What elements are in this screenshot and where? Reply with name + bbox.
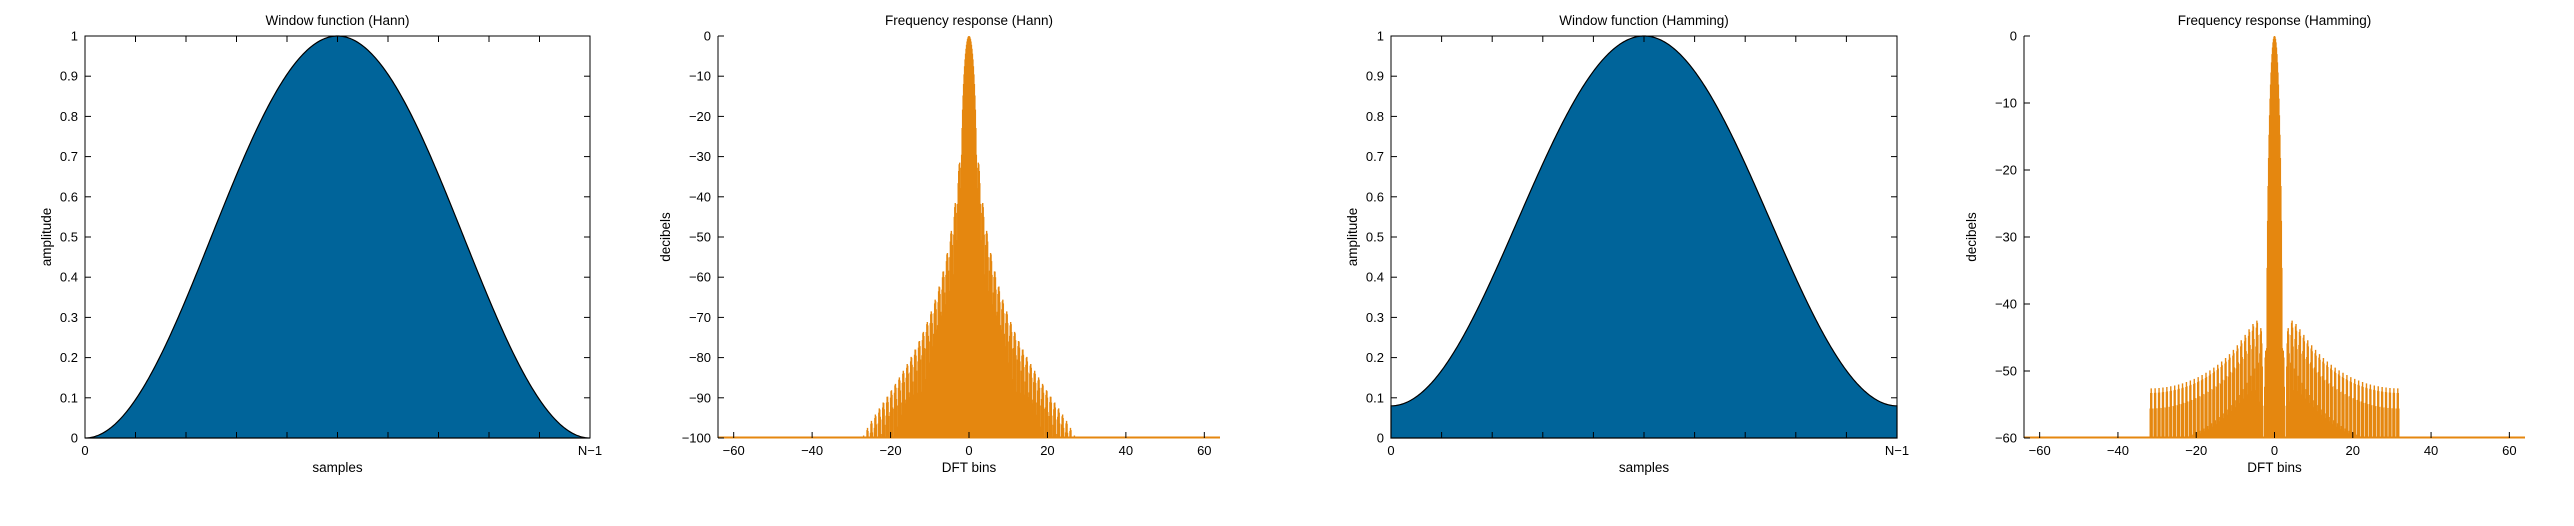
y-tick-label: −10 — [689, 69, 711, 84]
x-tick-label: N−1 — [578, 443, 602, 458]
x-tick-label: 60 — [2502, 443, 2516, 458]
y-tick-label: −30 — [1995, 230, 2017, 245]
y-tick-label: 0.3 — [1366, 310, 1384, 325]
y-tick-label: 1 — [71, 29, 78, 44]
y-tick-label: −90 — [689, 390, 711, 405]
y-tick-label: −20 — [689, 109, 711, 124]
x-axis-label: DFT bins — [2247, 460, 2302, 475]
chart-hamming-frequency-response: 0 −10 −20 −30 −40 −50 −60 −60 −40 −20 0 20 40 60 Frequ… — [1964, 13, 2525, 475]
x-tick-label: 0 — [2271, 443, 2278, 458]
y-tick-label: 0.4 — [60, 270, 78, 285]
y-tick-label: 0.5 — [60, 230, 78, 245]
x-tick-label: 40 — [1119, 443, 1133, 458]
y-tick-label: 0.8 — [60, 109, 78, 124]
y-tick-label: −10 — [1995, 96, 2017, 111]
x-tick-label: 40 — [2424, 443, 2438, 458]
y-tick-label: 0.4 — [1366, 270, 1384, 285]
chart-hamming-window: 0 0.1 0.2 0.3 0.4 0.5 0.6 0.7 0.8 0.9 1 0 N−1 Window … — [1345, 13, 1909, 475]
y-axis-label: amplitude — [39, 208, 54, 267]
y-tick-label: −60 — [1995, 431, 2017, 446]
x-tick-label: −20 — [2185, 443, 2207, 458]
y-tick-label: 0.7 — [60, 149, 78, 164]
x-tick-label: N−1 — [1885, 443, 1909, 458]
y-tick-label: 0.3 — [60, 310, 78, 325]
chart-title: Window function (Hann) — [265, 13, 409, 28]
y-tick-label: −50 — [689, 230, 711, 245]
y-tick-label: −100 — [682, 431, 711, 446]
y-tick-label: 0.6 — [1366, 189, 1384, 204]
x-tick-label: 20 — [1040, 443, 1054, 458]
x-tick-label: −40 — [2107, 443, 2129, 458]
y-tick-label: −20 — [1995, 163, 2017, 178]
y-tick-label: 0.1 — [60, 390, 78, 405]
y-tick-label: 0 — [2010, 29, 2017, 44]
y-tick-label: −80 — [689, 350, 711, 365]
axes-frame — [84, 35, 591, 439]
x-tick-label: 60 — [1197, 443, 1211, 458]
y-tick-label: 0.9 — [60, 69, 78, 84]
y-tick-label: 0.1 — [1366, 390, 1384, 405]
y-tick-label: 0.2 — [60, 350, 78, 365]
x-tick-label: 0 — [965, 443, 972, 458]
axes-frame — [1390, 35, 1898, 439]
y-tick-label: 0.8 — [1366, 109, 1384, 124]
y-axis-label: decibels — [658, 212, 673, 262]
chart-title: Frequency response (Hann) — [885, 13, 1053, 28]
y-axis-label: amplitude — [1345, 208, 1360, 267]
x-tick-label: −60 — [2029, 443, 2051, 458]
response-spikes — [2149, 36, 2400, 438]
chart-hann-frequency-response: 0 −10 −20 −30 −40 −50 −60 −70 −80 −90 −100 −60 −40 −2… — [658, 13, 1220, 475]
chart-hann-window: 0 0.1 0.2 0.3 0.4 0.5 0.6 0.7 0.8 0.9 1 0 N−1 Window … — [39, 13, 602, 475]
y-tick-label: −70 — [689, 310, 711, 325]
y-tick-label: 0 — [71, 431, 78, 446]
y-tick-label: −30 — [689, 149, 711, 164]
chart-title: Window function (Hamming) — [1559, 13, 1729, 28]
window-area — [84, 35, 591, 439]
chart-title: Frequency response (Hamming) — [2178, 13, 2372, 28]
window-area — [1390, 35, 1898, 439]
y-tick-label: 0 — [1377, 431, 1384, 446]
y-tick-label: 0.5 — [1366, 230, 1384, 245]
x-tick-label: 0 — [81, 443, 88, 458]
x-tick-label: 20 — [2346, 443, 2360, 458]
x-tick-label: 0 — [1387, 443, 1394, 458]
x-tick-label: −60 — [723, 443, 745, 458]
y-tick-label: −40 — [1995, 297, 2017, 312]
y-tick-label: −60 — [689, 270, 711, 285]
y-tick-label: 0 — [704, 29, 711, 44]
y-tick-label: 0.2 — [1366, 350, 1384, 365]
x-tick-label: −40 — [801, 443, 823, 458]
x-axis-label: DFT bins — [942, 460, 997, 475]
x-axis-label: samples — [1619, 460, 1670, 475]
response-spikes — [862, 36, 1076, 438]
y-axis-label: decibels — [1964, 212, 1979, 262]
y-tick-label: 0.7 — [1366, 149, 1384, 164]
y-tick-label: 0.6 — [60, 189, 78, 204]
x-tick-label: −20 — [880, 443, 902, 458]
y-tick-label: −50 — [1995, 364, 2017, 379]
y-tick-label: 0.9 — [1366, 69, 1384, 84]
y-tick-label: −40 — [689, 189, 711, 204]
y-tick-label: 1 — [1377, 29, 1384, 44]
x-axis-label: samples — [312, 460, 363, 475]
